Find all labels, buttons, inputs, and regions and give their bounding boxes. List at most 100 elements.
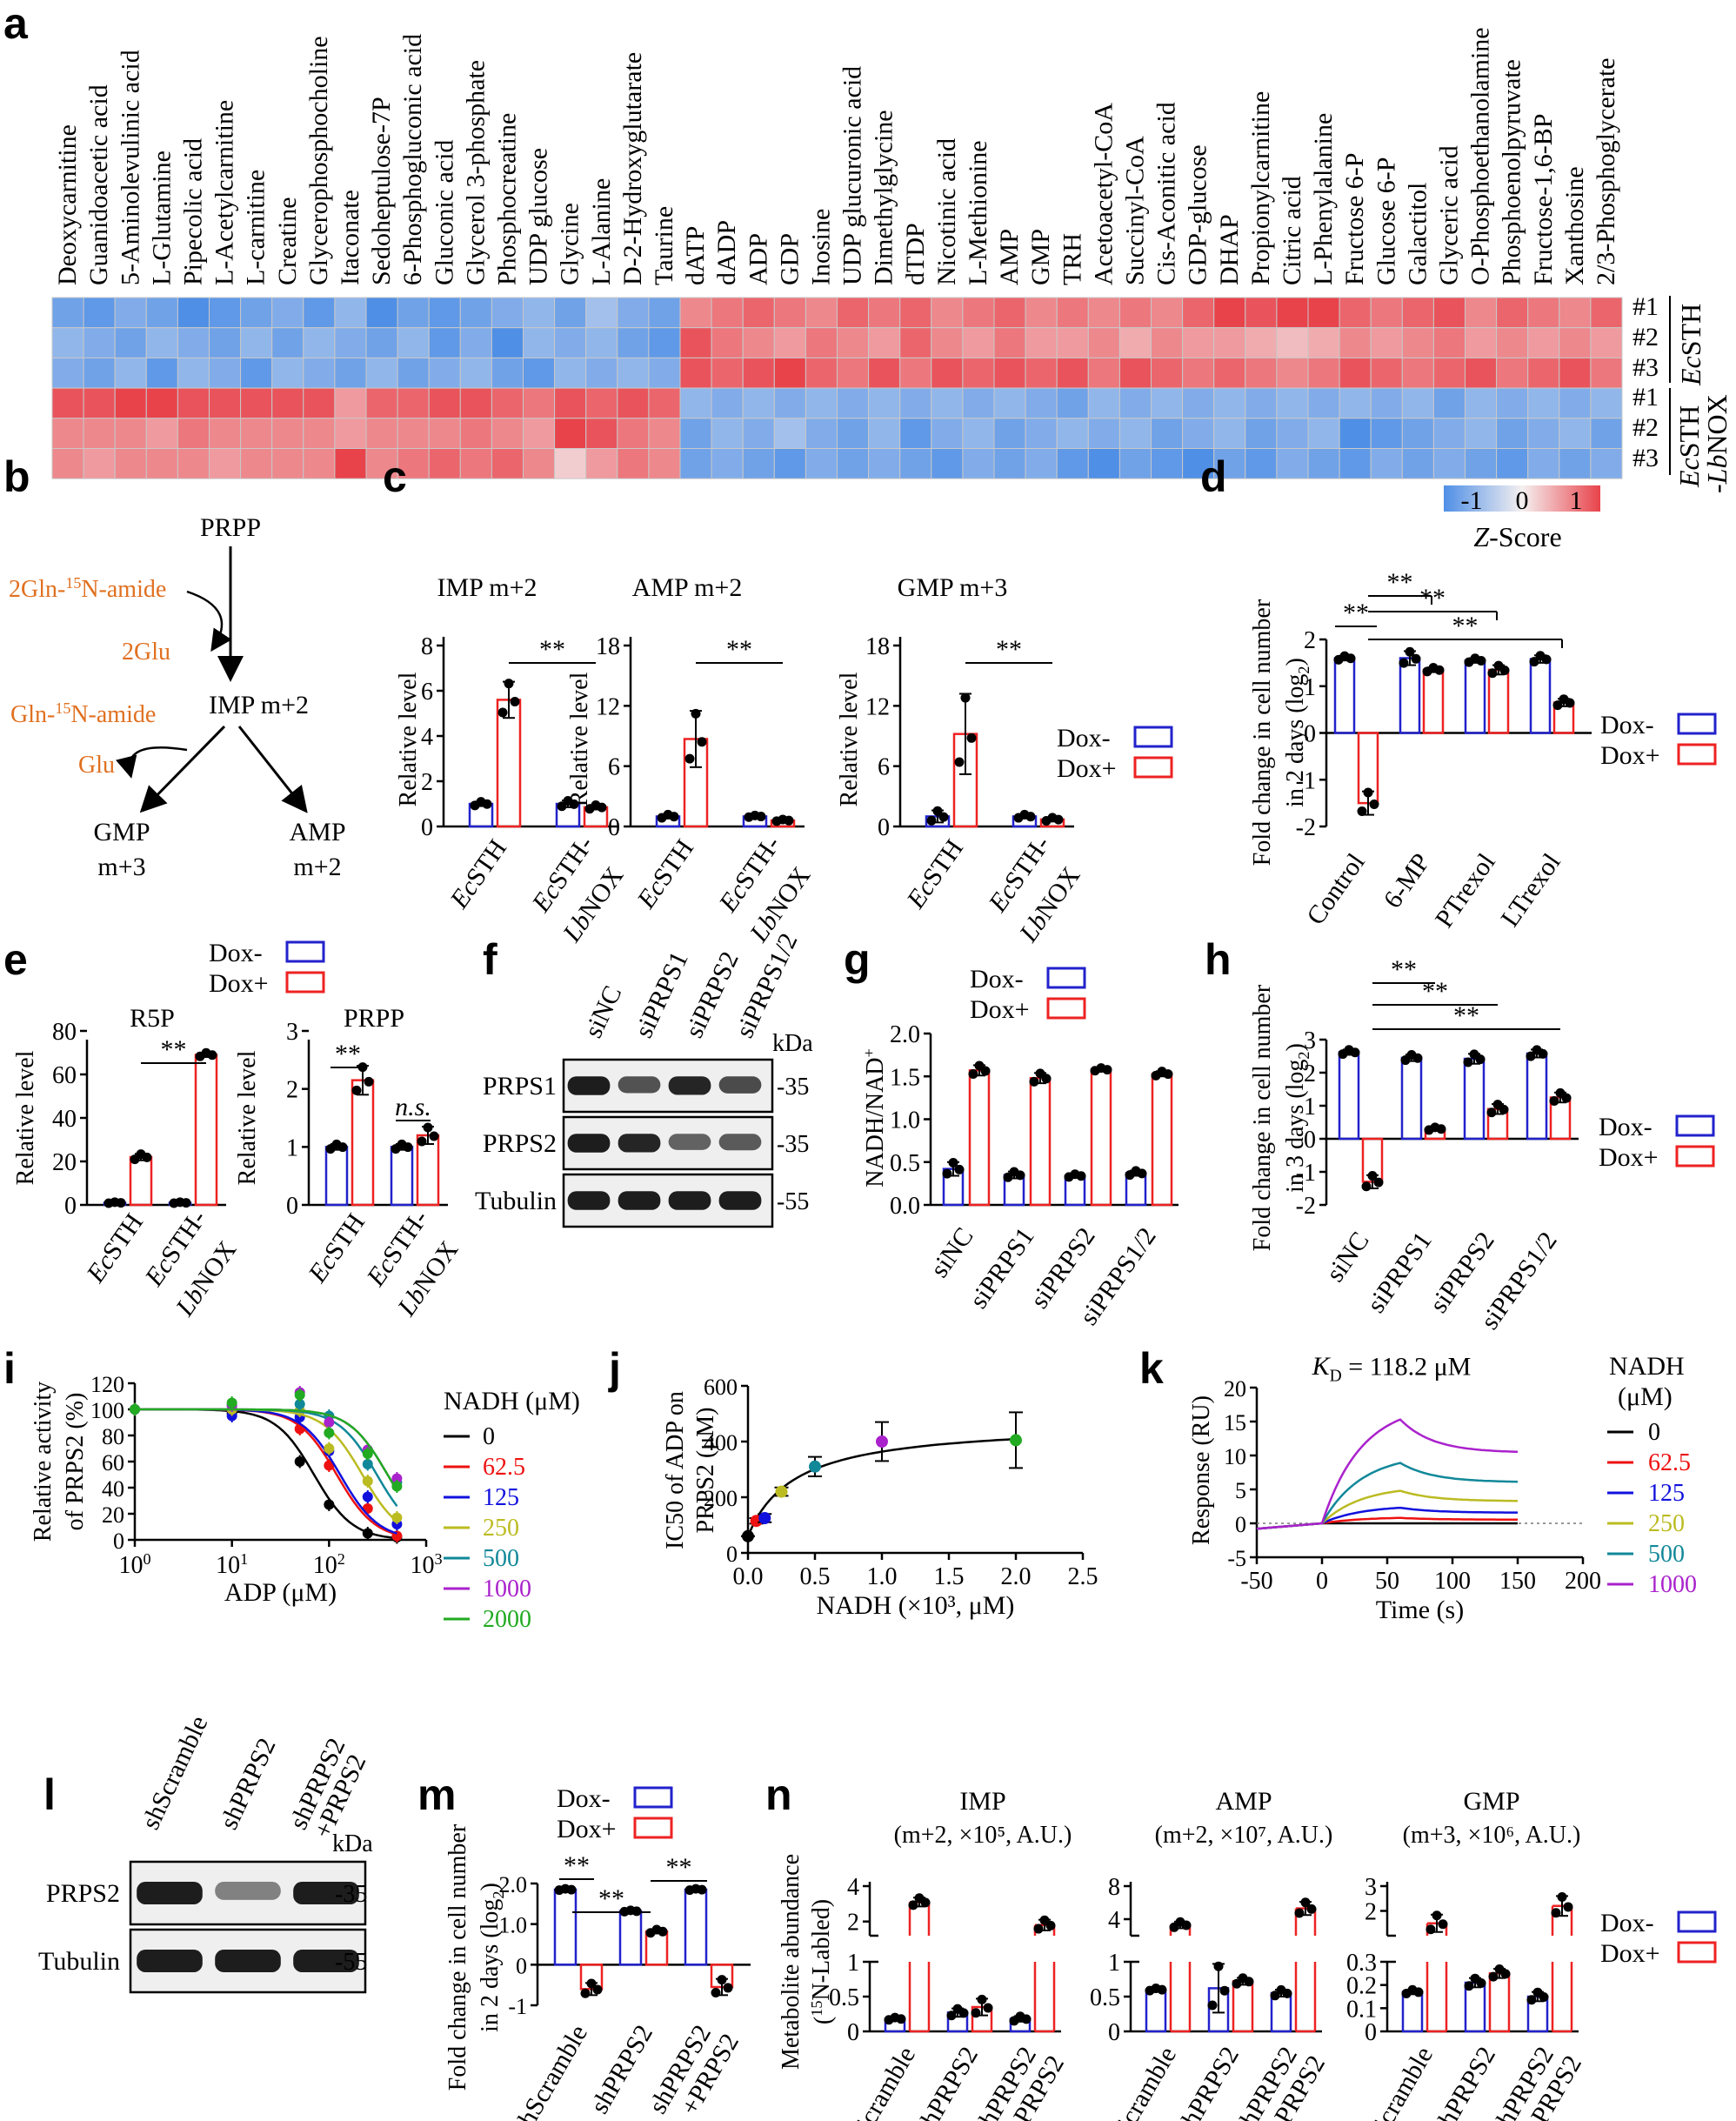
heatmap-cell <box>679 418 712 449</box>
blot-band <box>668 1134 711 1150</box>
heatmap-cell <box>1307 418 1340 449</box>
heatmap-cell <box>805 387 838 419</box>
data-point <box>958 2008 969 2018</box>
blot-band <box>293 1950 359 1972</box>
lane-label: siNC <box>578 981 627 1042</box>
heatmap-cell <box>1527 387 1560 419</box>
data-point <box>942 1168 952 1179</box>
metabolite-label: 5-Aminolevulinic acid <box>116 50 144 285</box>
x-tick-label: shPRPS2 <box>1172 2042 1245 2121</box>
y-tick-label: -2 <box>1296 1193 1316 1220</box>
y-axis-label: Relative level <box>566 672 593 806</box>
heatmap-cell <box>1370 448 1403 479</box>
data-point <box>1488 1971 1499 1982</box>
data-point <box>954 757 965 767</box>
heatmap-cell <box>617 327 650 358</box>
y-axis-label: Fold change in cell number <box>1249 984 1276 1251</box>
x-tick-label: 2.0 <box>1001 1563 1032 1590</box>
data-point <box>1207 2000 1218 2011</box>
blot-band <box>567 1191 611 1210</box>
heatmap-cell <box>931 418 964 449</box>
heatmap-cell <box>1118 297 1152 329</box>
fit-curve <box>135 1408 397 1535</box>
y-tick-label: -1 <box>1296 1160 1316 1187</box>
y-axis-label: of PRPS2 (%) <box>62 1393 89 1531</box>
heatmap-cell <box>1559 448 1592 479</box>
pathway-gmp: GMP <box>93 818 150 846</box>
data-point <box>1300 1897 1311 1908</box>
heatmap-cell <box>1025 357 1058 389</box>
legend-swatch <box>1677 743 1717 766</box>
y-tick-label: 0.5 <box>890 1150 920 1177</box>
heatmap-cell <box>617 448 650 479</box>
data-point <box>1438 1919 1448 1930</box>
panel-label-k: k <box>1139 1344 1164 1393</box>
significance-label: ** <box>1452 612 1479 640</box>
heatmap-cell <box>459 357 492 389</box>
metabolite-label: Glucose 6-P <box>1372 157 1400 285</box>
subplot-title: IMP <box>959 1787 1005 1816</box>
metabolite-label: GDP-glucose <box>1184 144 1212 285</box>
x-tick-label: 100 <box>118 1550 150 1579</box>
data-point <box>1157 1984 1167 1995</box>
heatmap-cell <box>145 418 178 449</box>
molecular-weight: -55 <box>777 1188 809 1215</box>
data-point <box>1436 1124 1446 1134</box>
x-tick-label: 102 <box>313 1550 345 1579</box>
data-point <box>1369 799 1379 809</box>
y-tick-label: 6 <box>608 754 620 781</box>
data-point <box>1561 1093 1572 1103</box>
heatmap-cell <box>1432 448 1466 479</box>
heatmap-cell <box>554 448 587 479</box>
heatmap-cell <box>962 327 995 358</box>
data-point <box>684 753 695 764</box>
heatmap-cell <box>523 357 556 389</box>
heatmap-cell <box>1151 357 1184 389</box>
y-tick-label: 18 <box>865 633 890 660</box>
heatmap-cell <box>648 418 681 449</box>
data-point <box>1350 1047 1360 1058</box>
heatmap-cell <box>1025 448 1058 479</box>
heatmap-cell <box>83 387 116 419</box>
heatmap-cell <box>1087 387 1120 419</box>
metabolite-label: dATP <box>681 226 710 285</box>
significance-label: ** <box>598 1884 624 1913</box>
heatmap-cell <box>334 387 367 419</box>
panel-label-e: e <box>3 935 28 984</box>
blot-band <box>718 1191 762 1210</box>
heatmap-cell <box>837 327 870 358</box>
heatmap-cell <box>773 297 806 329</box>
heatmap-cell <box>114 357 147 389</box>
heatmap-cell <box>585 327 618 358</box>
data-point <box>669 812 679 822</box>
heatmap-cell <box>773 418 806 449</box>
heatmap-cell <box>899 387 932 419</box>
heatmap-cell <box>51 448 84 479</box>
bar <box>1338 1051 1360 1141</box>
data-point <box>1373 1177 1384 1188</box>
data-point <box>1003 1172 1013 1182</box>
legend-entry: 500 <box>1648 1541 1685 1568</box>
bar <box>1399 657 1421 734</box>
heatmap-cell <box>428 327 461 358</box>
heatmap-cell <box>1182 387 1215 419</box>
data-point <box>1557 1892 1567 1903</box>
metabolite-label: Succinyl-CoA <box>1120 136 1149 285</box>
y-tick-label: 0 <box>878 814 890 841</box>
data-point <box>631 1906 642 1917</box>
data-point <box>977 1994 987 2004</box>
heatmap-cell <box>271 418 304 449</box>
metabolite-label: Galactitol <box>1403 183 1432 285</box>
heatmap-cell <box>1465 418 1498 449</box>
heatmap-cell <box>805 327 838 358</box>
data-point <box>1163 1069 1173 1080</box>
data-point <box>1025 812 1036 822</box>
legend-dox-plus: Dox+ <box>1600 741 1660 770</box>
y-tick-label: 5 <box>1235 1478 1246 1503</box>
bar <box>618 1910 643 1966</box>
fit-curve <box>135 1408 398 1508</box>
heatmap-cell <box>145 327 178 358</box>
heatmap-cell <box>1559 387 1592 419</box>
heatmap-cell <box>1465 327 1498 358</box>
